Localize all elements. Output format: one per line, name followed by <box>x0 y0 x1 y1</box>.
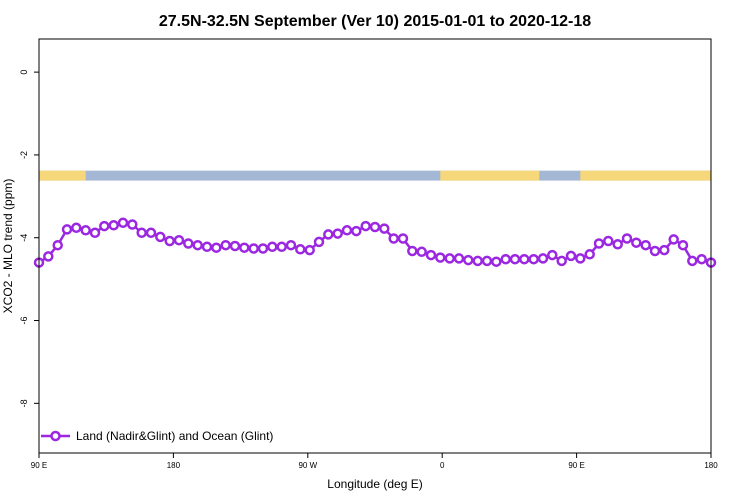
data-point <box>416 246 427 258</box>
x-tick-label: 0 <box>440 461 445 470</box>
x-tick-label: 90 E <box>31 461 47 470</box>
data-point <box>267 241 278 253</box>
data-point <box>621 233 633 244</box>
data-point <box>183 238 194 249</box>
data-point <box>528 253 539 265</box>
legend: Land (Nadir&Glint) and Ocean (Glint) <box>41 429 273 443</box>
data-point <box>211 242 222 253</box>
x-tick-label: 90 W <box>298 461 317 470</box>
data-point <box>519 253 530 265</box>
y-tick-label: -2 <box>19 151 29 159</box>
data-point <box>472 255 483 267</box>
data-point <box>379 223 390 234</box>
data-point <box>61 224 73 235</box>
data-point <box>229 240 241 252</box>
data-point <box>444 253 455 264</box>
data-point <box>556 255 567 267</box>
data-point <box>80 225 91 236</box>
data-point <box>136 227 147 239</box>
data-point <box>276 241 287 253</box>
data-point <box>509 253 521 265</box>
data-point <box>99 220 110 232</box>
data-point <box>201 241 213 253</box>
y-axis: 0 -2 -4 -6 -8 <box>19 70 39 407</box>
data-point <box>491 256 502 267</box>
data-point <box>584 249 595 260</box>
x-axis-label: Longitude (deg E) <box>327 477 422 491</box>
data-point <box>500 253 511 265</box>
data-point <box>239 242 250 253</box>
land-band-segment <box>39 170 86 181</box>
data-point <box>108 220 119 231</box>
data-point <box>407 245 418 257</box>
data-point <box>313 236 325 248</box>
data-point <box>341 225 353 236</box>
data-point <box>173 234 185 246</box>
data-point <box>257 243 269 254</box>
data-point <box>285 239 297 251</box>
data-point <box>593 238 605 249</box>
data-point <box>481 255 493 267</box>
x-tick-label: 90 E <box>568 461 584 470</box>
data-point <box>192 239 203 251</box>
data-point <box>295 244 306 255</box>
data-point <box>304 244 315 256</box>
data-point <box>631 237 642 248</box>
data-point <box>52 239 63 251</box>
data-point <box>453 253 465 264</box>
data-point <box>463 254 474 266</box>
data-point <box>220 239 231 251</box>
data-point <box>351 225 362 237</box>
data-point <box>369 221 381 233</box>
data-point <box>565 250 577 262</box>
chart-title: 27.5N-32.5N September (Ver 10) 2015-01-0… <box>159 13 591 30</box>
data-point <box>388 233 399 244</box>
data-point <box>323 229 334 240</box>
data-point <box>89 227 101 239</box>
data-point <box>603 235 614 247</box>
surface-band <box>39 170 711 181</box>
data-point <box>696 253 707 265</box>
data-point <box>248 243 259 254</box>
data-point <box>332 228 343 239</box>
plot-frame <box>38 38 712 454</box>
y-tick-label: -4 <box>19 234 29 242</box>
data-point <box>145 227 157 239</box>
y-tick-label: -8 <box>19 399 29 407</box>
land-band-segment <box>440 170 540 181</box>
x-tick-label: 180 <box>704 461 718 470</box>
y-axis-label: XCO2 - MLO trend (ppm) <box>1 179 15 314</box>
ocean-band <box>39 170 711 181</box>
data-point <box>435 252 446 263</box>
data-point <box>164 235 175 247</box>
data-point <box>612 239 623 250</box>
data-point <box>155 231 166 243</box>
data-point <box>668 234 679 245</box>
series-marker-layer <box>33 217 717 268</box>
y-tick-label: 0 <box>19 70 29 75</box>
legend-label: Land (Nadir&Glint) and Ocean (Glint) <box>76 429 273 443</box>
data-point <box>537 253 549 264</box>
data-point <box>547 249 558 261</box>
data-point <box>640 239 651 251</box>
y-tick-label: -6 <box>19 317 29 325</box>
data-point <box>43 251 54 262</box>
data-point <box>687 255 698 267</box>
data-point <box>425 249 437 261</box>
data-point <box>649 245 661 257</box>
data-point <box>71 222 82 234</box>
x-axis: 90 E 180 90 W 0 90 E 180 <box>31 453 718 470</box>
data-point <box>677 239 689 251</box>
data-point <box>575 253 586 264</box>
land-band-segment <box>580 170 711 181</box>
legend-marker-swatch <box>50 430 61 442</box>
data-point <box>659 244 670 256</box>
data-point <box>117 217 129 229</box>
data-point <box>397 233 409 244</box>
data-point <box>127 219 138 230</box>
x-tick-label: 180 <box>167 461 181 470</box>
data-point <box>360 220 371 232</box>
